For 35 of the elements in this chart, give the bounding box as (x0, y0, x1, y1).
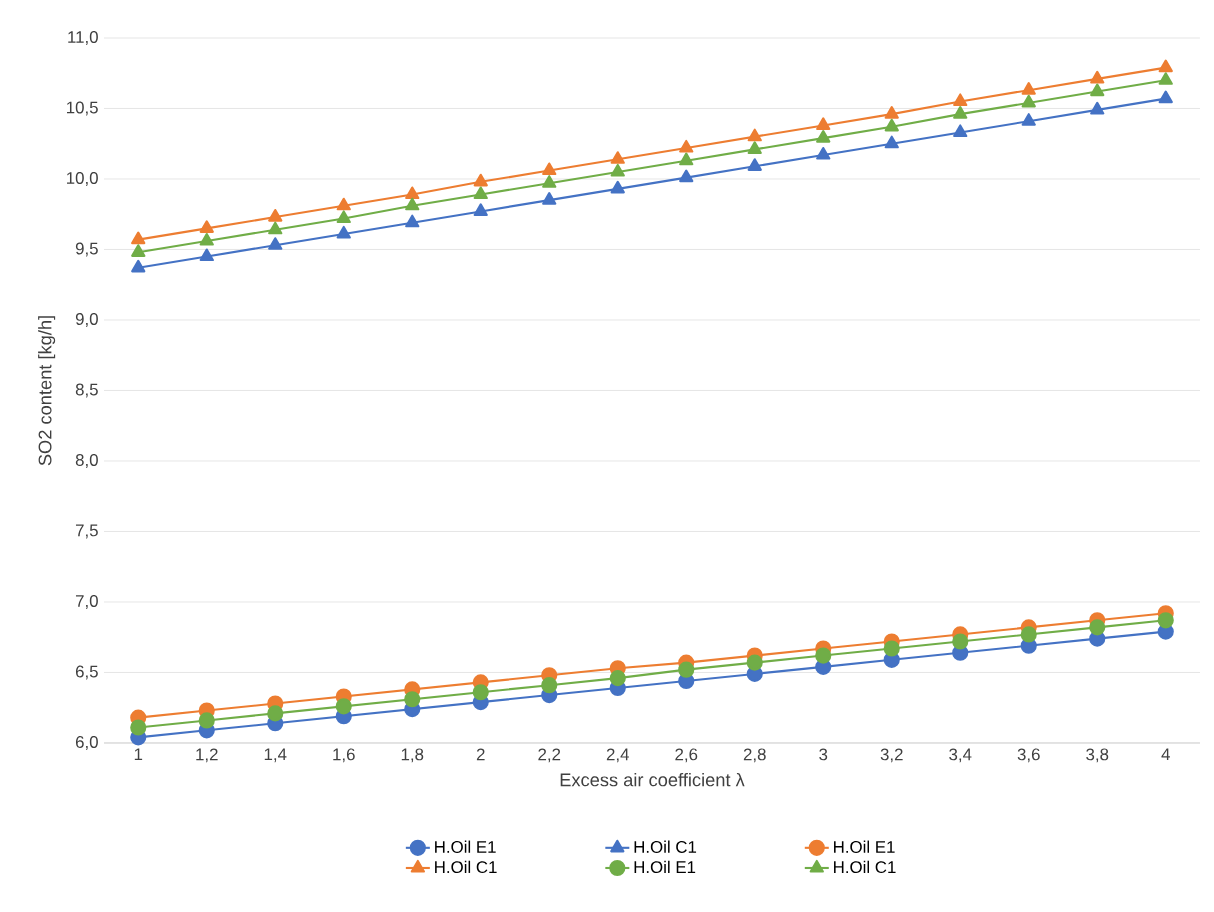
x-tick-label: 2,4 (606, 748, 629, 763)
x-tick-label: 1,8 (401, 748, 424, 763)
y-tick-label: 11,0 (68, 31, 98, 45)
legend-label: H.Oil E1 (834, 840, 895, 853)
x-tick-label: 1,4 (264, 748, 287, 763)
y-tick-label: 7,5 (75, 524, 98, 539)
y-tick-label: 8,0 (75, 454, 98, 468)
x-tick-label: 1,6 (333, 748, 355, 763)
x-tick-label: 3,6 (1017, 748, 1040, 763)
y-tick-label: 6,0 (75, 736, 98, 750)
x-tick-label: 3 (819, 748, 828, 761)
x-tick-label: 4 (1161, 748, 1170, 761)
y-tick-label: 6,5 (75, 665, 98, 680)
x-tick-label: 1,2 (196, 748, 218, 763)
x-tick-label: 2,6 (675, 748, 698, 763)
legend-label: H.Oil C1 (435, 860, 497, 874)
y-tick-label: 10,0 (67, 172, 98, 186)
legend-label: H.Oil E1 (634, 860, 696, 874)
y-tick-label: 9,5 (75, 242, 98, 257)
x-tick-label: 1 (134, 748, 143, 761)
y-tick-label: 8,5 (75, 383, 98, 398)
x-tick-label: 2,2 (538, 748, 561, 763)
legend-label: H.Oil E1 (435, 840, 496, 853)
x-tick-label: 3,4 (949, 748, 972, 763)
y-axis-title: SO2 content [kg/h] (38, 316, 56, 466)
x-tick-label: 3,8 (1086, 748, 1109, 763)
x-axis-title: Excess air coefficient λ (560, 772, 745, 787)
y-tick-label: 9,0 (75, 313, 98, 327)
x-tick-label: 2 (476, 748, 485, 761)
legend-label: H.Oil C1 (634, 840, 697, 853)
y-tick-label: 7,0 (75, 595, 98, 609)
x-tick-label: 2,8 (743, 748, 766, 763)
legend-label: H.Oil C1 (834, 860, 896, 874)
x-tick-label: 3,2 (880, 748, 903, 763)
y-tick-label: 10,5 (67, 101, 98, 116)
